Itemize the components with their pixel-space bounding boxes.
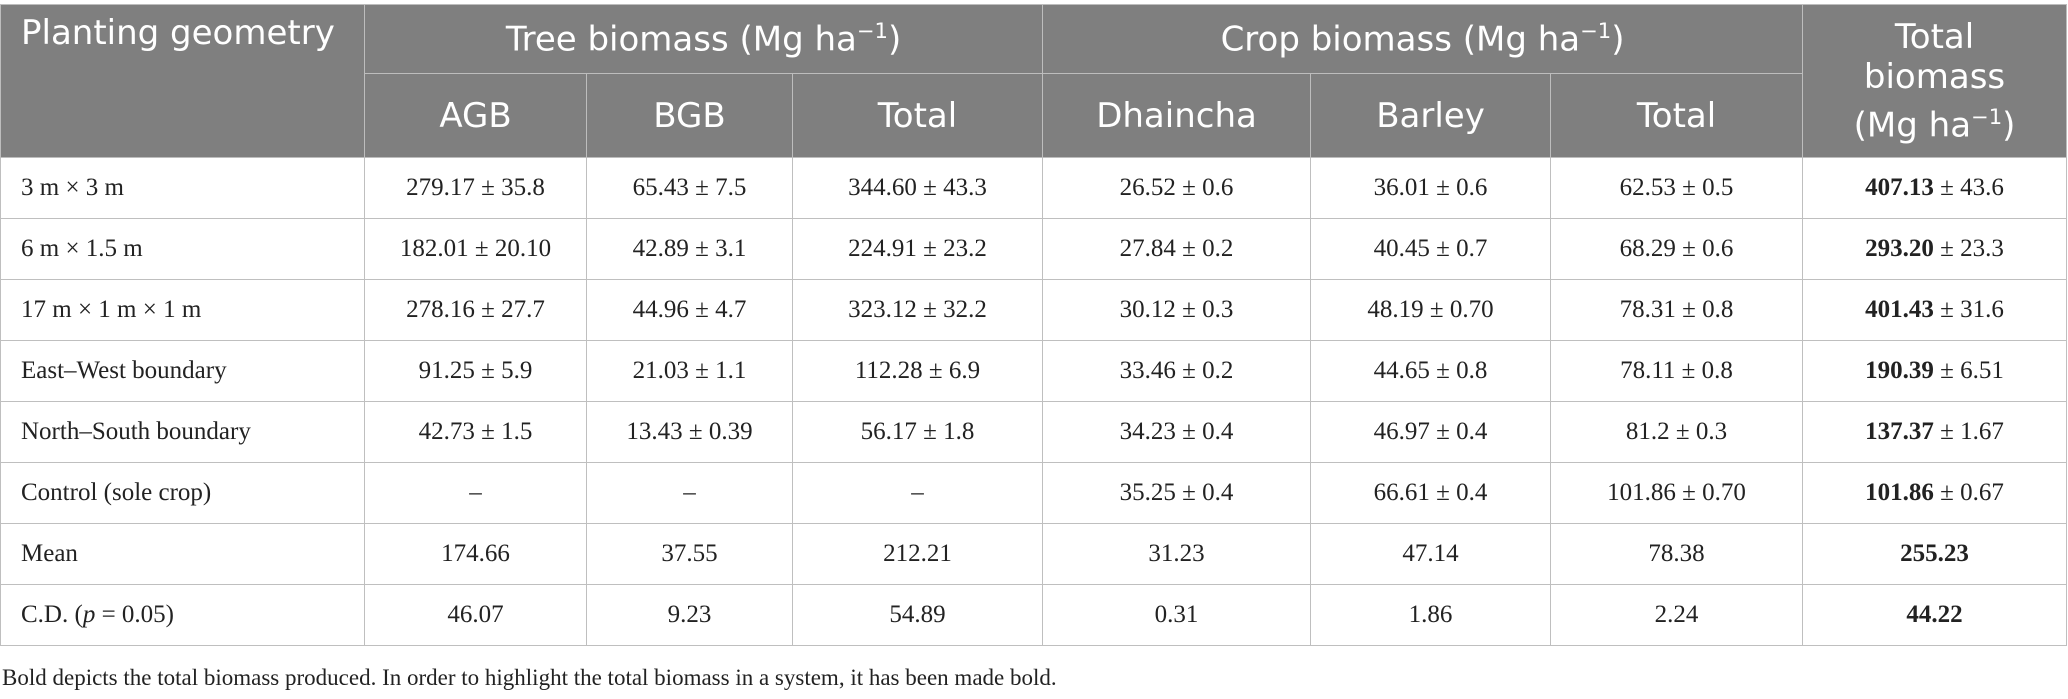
cell-bgb: 42.89 ± 3.1 (586, 218, 793, 280)
cell-dhaincha: 31.23 (1042, 523, 1312, 585)
table-row: 3 m × 3 m 279.17 ± 35.8 65.43 ± 7.5 344.… (0, 157, 2068, 219)
cell-bgb: 21.03 ± 1.1 (586, 340, 793, 402)
cell-barley: 47.14 (1310, 523, 1552, 585)
cell-dhaincha: 27.84 ± 0.2 (1042, 218, 1312, 280)
cell-agb: 279.17 ± 35.8 (364, 157, 587, 219)
header-crop-total: Total (1550, 73, 1804, 158)
cell-total-biomass: 255.23 (1802, 523, 2068, 585)
table-row: Control (sole crop) – – – 35.25 ± 0.4 66… (0, 462, 2068, 524)
header-dhaincha: Dhaincha (1042, 73, 1312, 158)
cell-agb: 91.25 ± 5.9 (364, 340, 587, 402)
row-label: Control (sole crop) (0, 462, 365, 524)
cell-agb: 278.16 ± 27.7 (364, 279, 587, 341)
cell-crop-total: 62.53 ± 0.5 (1550, 157, 1804, 219)
cell-barley: 36.01 ± 0.6 (1310, 157, 1552, 219)
cell-dhaincha: 30.12 ± 0.3 (1042, 279, 1312, 341)
table-row: Mean 174.66 37.55 212.21 31.23 47.14 78.… (0, 523, 2068, 585)
cell-barley: 48.19 ± 0.70 (1310, 279, 1552, 341)
cell-crop-total: 78.38 (1550, 523, 1804, 585)
cell-crop-total: 68.29 ± 0.6 (1550, 218, 1804, 280)
header-total-biomass: Total biomass (Mg ha−1) (1802, 4, 2068, 158)
table-footnote: Bold depicts the total biomass produced.… (2, 665, 1057, 690)
cell-dhaincha: 34.23 ± 0.4 (1042, 401, 1312, 463)
cell-agb: 42.73 ± 1.5 (364, 401, 587, 463)
cell-bgb: 65.43 ± 7.5 (586, 157, 793, 219)
row-label: C.D. (p = 0.05) (0, 584, 365, 646)
cell-bgb: 37.55 (586, 523, 793, 585)
cell-agb: – (364, 462, 587, 524)
row-label: 17 m × 1 m × 1 m (0, 279, 365, 341)
row-label: East–West boundary (0, 340, 365, 402)
header-agb: AGB (364, 73, 587, 158)
cell-crop-total: 78.11 ± 0.8 (1550, 340, 1804, 402)
cell-total-biomass: 101.86 ± 0.67 (1802, 462, 2068, 524)
cell-dhaincha: 26.52 ± 0.6 (1042, 157, 1312, 219)
cell-crop-total: 78.31 ± 0.8 (1550, 279, 1804, 341)
row-label: 6 m × 1.5 m (0, 218, 365, 280)
cell-total-biomass: 190.39 ± 6.51 (1802, 340, 2068, 402)
biomass-table-container: Planting geometry Tree biomass (Mg ha−1)… (0, 4, 2068, 646)
cell-barley: 66.61 ± 0.4 (1310, 462, 1552, 524)
cell-barley: 46.97 ± 0.4 (1310, 401, 1552, 463)
cell-agb: 174.66 (364, 523, 587, 585)
cell-total-biomass: 401.43 ± 31.6 (1802, 279, 2068, 341)
cell-tree-total: 56.17 ± 1.8 (791, 401, 1044, 463)
cell-crop-total: 101.86 ± 0.70 (1550, 462, 1804, 524)
header-barley: Barley (1310, 73, 1552, 158)
cell-dhaincha: 35.25 ± 0.4 (1042, 462, 1312, 524)
row-label: 3 m × 3 m (0, 157, 365, 219)
cell-tree-total: 54.89 (791, 584, 1044, 646)
cell-tree-total: 224.91 ± 23.2 (791, 218, 1044, 280)
cell-tree-total: 112.28 ± 6.9 (791, 340, 1044, 402)
cell-barley: 40.45 ± 0.7 (1310, 218, 1552, 280)
row-label: Mean (0, 523, 365, 585)
cell-agb: 46.07 (364, 584, 587, 646)
cell-tree-total: 323.12 ± 32.2 (791, 279, 1044, 341)
cell-barley: 44.65 ± 0.8 (1310, 340, 1552, 402)
cell-barley: 1.86 (1310, 584, 1552, 646)
cell-agb: 182.01 ± 20.10 (364, 218, 587, 280)
cell-total-biomass: 293.20 ± 23.3 (1802, 218, 2068, 280)
header-tree-biomass: Tree biomass (Mg ha−1) (363, 4, 1044, 74)
row-label: North–South boundary (0, 401, 365, 463)
cell-tree-total: – (791, 462, 1044, 524)
cell-bgb: 13.43 ± 0.39 (586, 401, 793, 463)
table-row: C.D. (p = 0.05) 46.07 9.23 54.89 0.31 1.… (0, 584, 2068, 646)
cell-tree-total: 344.60 ± 43.3 (791, 157, 1044, 219)
cell-bgb: 9.23 (586, 584, 793, 646)
header-planting-geometry: Planting geometry (0, 4, 365, 158)
cell-crop-total: 81.2 ± 0.3 (1550, 401, 1804, 463)
cell-bgb: 44.96 ± 4.7 (586, 279, 793, 341)
cell-dhaincha: 0.31 (1042, 584, 1312, 646)
cell-bgb: – (586, 462, 793, 524)
cell-dhaincha: 33.46 ± 0.2 (1042, 340, 1312, 402)
table-row: North–South boundary 42.73 ± 1.5 13.43 ±… (0, 401, 2068, 463)
table-row: East–West boundary 91.25 ± 5.9 21.03 ± 1… (0, 340, 2068, 402)
header-crop-biomass: Crop biomass (Mg ha−1) (1042, 4, 1804, 74)
table-row: 17 m × 1 m × 1 m 278.16 ± 27.7 44.96 ± 4… (0, 279, 2068, 341)
header-tree-total: Total (791, 73, 1044, 158)
biomass-table: Planting geometry Tree biomass (Mg ha−1)… (0, 4, 2068, 646)
table-row: 6 m × 1.5 m 182.01 ± 20.10 42.89 ± 3.1 2… (0, 218, 2068, 280)
header-bgb: BGB (586, 73, 793, 158)
cell-tree-total: 212.21 (791, 523, 1044, 585)
cell-total-biomass: 137.37 ± 1.67 (1802, 401, 2068, 463)
cell-total-biomass: 407.13 ± 43.6 (1802, 157, 2068, 219)
cell-crop-total: 2.24 (1550, 584, 1804, 646)
cell-total-biomass: 44.22 (1802, 584, 2068, 646)
